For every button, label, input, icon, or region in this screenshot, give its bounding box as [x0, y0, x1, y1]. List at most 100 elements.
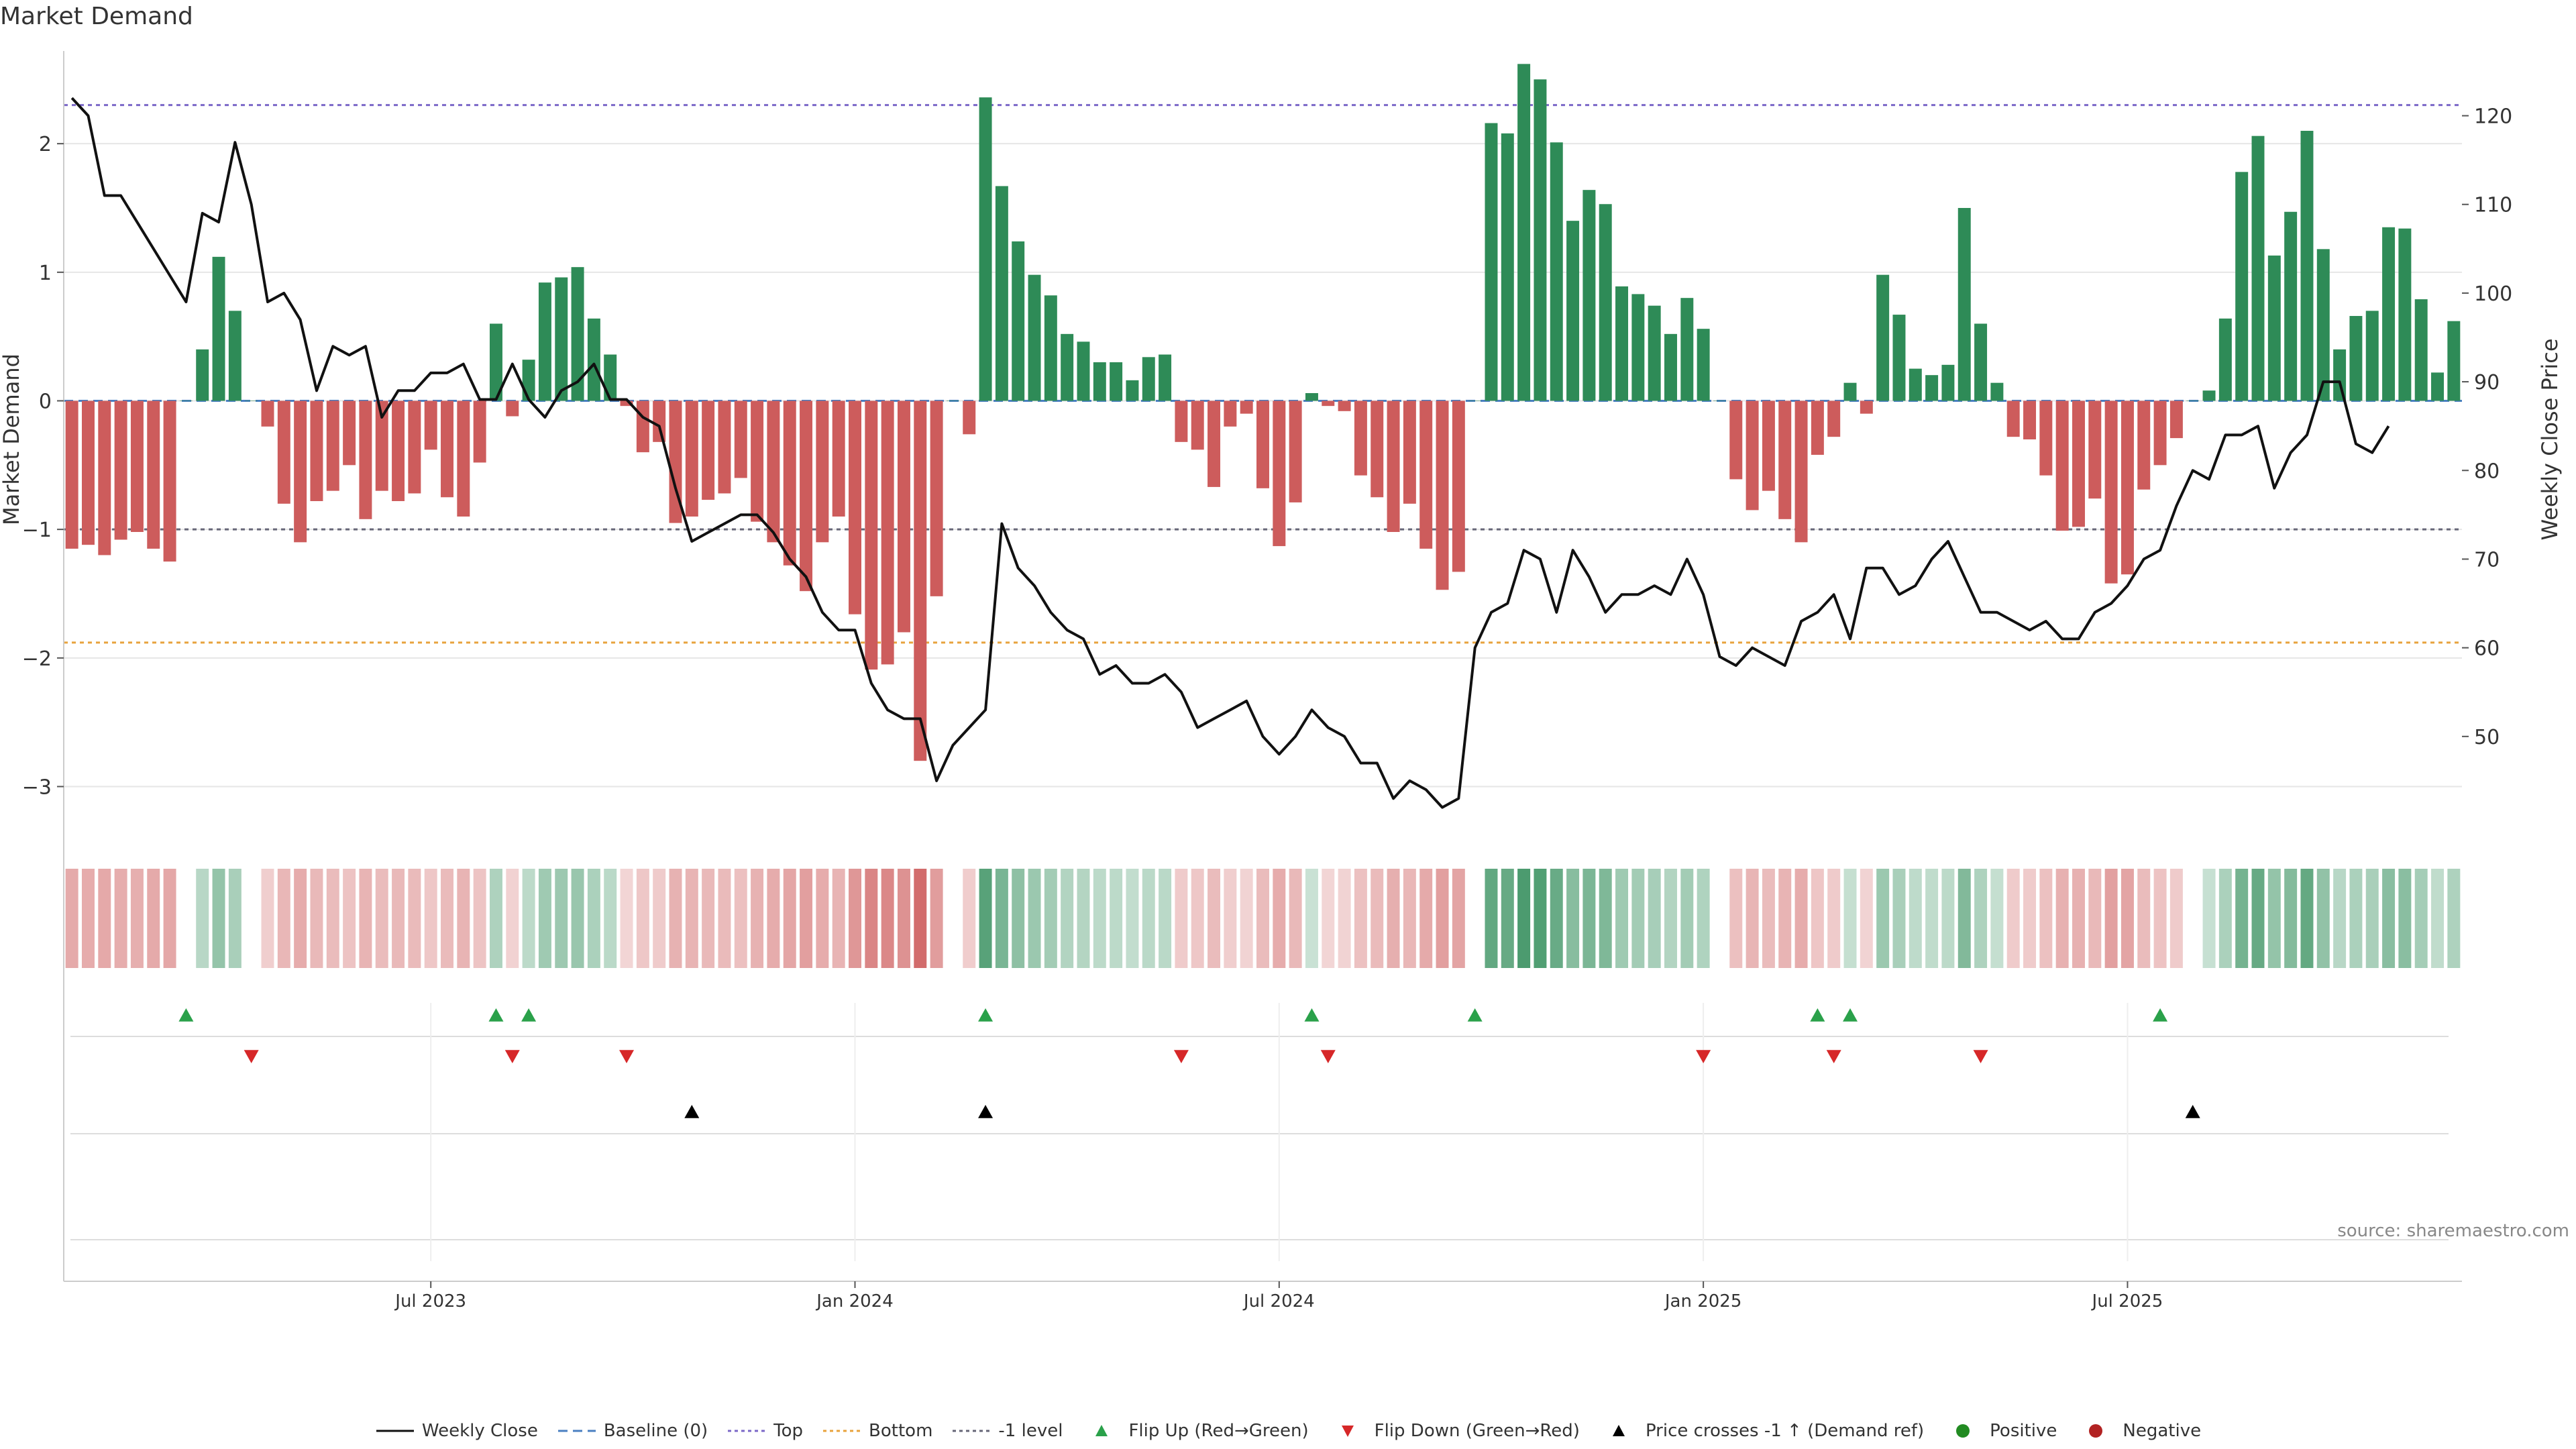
heat-cell: [2121, 869, 2134, 968]
demand-bar: [751, 400, 764, 522]
heat-cell: [2072, 869, 2085, 968]
heat-cell: [685, 869, 698, 968]
demand-bar: [1077, 341, 1090, 401]
heat-cell: [1729, 869, 1743, 968]
heat-cell: [1028, 869, 1041, 968]
heat-cell: [261, 869, 274, 968]
y2-tick-label: 70: [2474, 548, 2500, 572]
demand-bar: [1729, 400, 1743, 480]
legend-label: Top: [773, 1421, 804, 1441]
flip-up-marker: [521, 1008, 537, 1022]
heat-cell: [1322, 869, 1335, 968]
demand-bar: [1305, 393, 1318, 401]
y2-tick-label: 110: [2474, 194, 2512, 217]
heat-cell: [1224, 869, 1237, 968]
heat-cell: [441, 869, 453, 968]
heat-cell: [636, 869, 649, 968]
demand-bar: [147, 400, 160, 549]
legend-item: Price crosses -1 ↑ (Demand ref): [1599, 1421, 1924, 1441]
heat-cell: [587, 869, 600, 968]
demand-bar: [1550, 142, 1563, 401]
demand-bar: [1061, 333, 1074, 401]
demand-bar: [2365, 311, 2379, 401]
demand-bar: [1485, 123, 1498, 401]
heat-cell: [1566, 869, 1580, 968]
heat-cell: [995, 869, 1008, 968]
demand-bar: [1403, 400, 1416, 504]
demand-bar: [1582, 190, 1596, 401]
heat-cell: [1941, 869, 1955, 968]
demand-bar: [506, 400, 519, 417]
demand-bar: [783, 400, 796, 566]
x-tick-label: Jan 2024: [815, 1291, 894, 1311]
demand-bar: [1159, 354, 1172, 401]
heat-cell: [245, 869, 258, 968]
heat-cell: [2333, 869, 2347, 968]
demand-bar: [1093, 362, 1106, 401]
flip-up-marker: [1304, 1008, 1320, 1022]
demand-bar: [2398, 228, 2412, 401]
demand-bar: [767, 400, 780, 543]
demand-bar: [1419, 400, 1433, 549]
heat-cell: [979, 869, 992, 968]
heat-cell: [196, 869, 209, 968]
heat-cell: [2055, 869, 2069, 968]
demand-bar: [2055, 400, 2069, 531]
heat-cell: [1110, 869, 1123, 968]
heat-cell: [1436, 869, 1449, 968]
demand-bar: [1762, 400, 1775, 491]
demand-bar: [1338, 400, 1351, 411]
cross-up-marker: [978, 1105, 994, 1118]
heat-cell: [1876, 869, 1890, 968]
demand-bar: [1224, 400, 1237, 427]
demand-bar: [2316, 249, 2330, 401]
demand-bar: [800, 400, 813, 592]
heat-cell: [1843, 869, 1857, 968]
heat-cell: [408, 869, 421, 968]
heat-cell: [832, 869, 845, 968]
price-line-layer: [70, 97, 2390, 809]
y2-tick-label: 50: [2474, 726, 2500, 749]
demand-bar: [457, 400, 470, 517]
heat-cell: [1713, 869, 1726, 968]
demand-bar: [963, 400, 976, 435]
demand-bar: [343, 400, 356, 466]
heat-cell: [653, 869, 666, 968]
legend-swatch-icon: [1341, 1426, 1354, 1437]
legend-label: Baseline (0): [603, 1421, 708, 1441]
demand-bar: [473, 400, 486, 463]
heat-cell: [1452, 869, 1465, 968]
demand-bar: [81, 400, 95, 545]
legend-label: Price crosses -1 ↑ (Demand ref): [1645, 1421, 1925, 1441]
heat-cell: [1697, 869, 1710, 968]
heat-cell: [1012, 869, 1025, 968]
axes-layer: 2 1 0 −1 −2 −3 120 110 100 90 80 70 60 50 Market Deman…: [0, 51, 2563, 1282]
heat-cell: [571, 869, 584, 968]
demand-bar: [1974, 323, 1988, 401]
demand-bar: [261, 400, 274, 427]
flip-up-marker: [1810, 1008, 1825, 1022]
heat-cell: [1159, 869, 1172, 968]
demand-bar: [865, 400, 878, 670]
flip-up-marker: [978, 1008, 994, 1022]
demand-bar: [1827, 400, 1841, 437]
flip-up-marker: [1467, 1008, 1483, 1022]
heat-cell: [718, 869, 731, 968]
demand-bar: [424, 400, 437, 450]
demand-bar: [1615, 286, 1629, 401]
demand-bar: [538, 282, 551, 401]
heat-cell: [130, 869, 144, 968]
heat-cell: [359, 869, 372, 968]
demand-bar: [1110, 362, 1123, 401]
demand-bar: [277, 400, 290, 504]
demand-bar: [930, 400, 943, 596]
legend-label: Weekly Close: [421, 1421, 538, 1441]
legend-swatch-icon: [823, 1430, 861, 1432]
demand-bar: [196, 349, 209, 401]
heat-cell: [2382, 869, 2396, 968]
y-tick-label: 2: [39, 133, 52, 156]
heat-cell: [1778, 869, 1792, 968]
heat-cell: [1860, 869, 1873, 968]
heat-cell: [392, 869, 405, 968]
demand-bar: [604, 354, 617, 401]
